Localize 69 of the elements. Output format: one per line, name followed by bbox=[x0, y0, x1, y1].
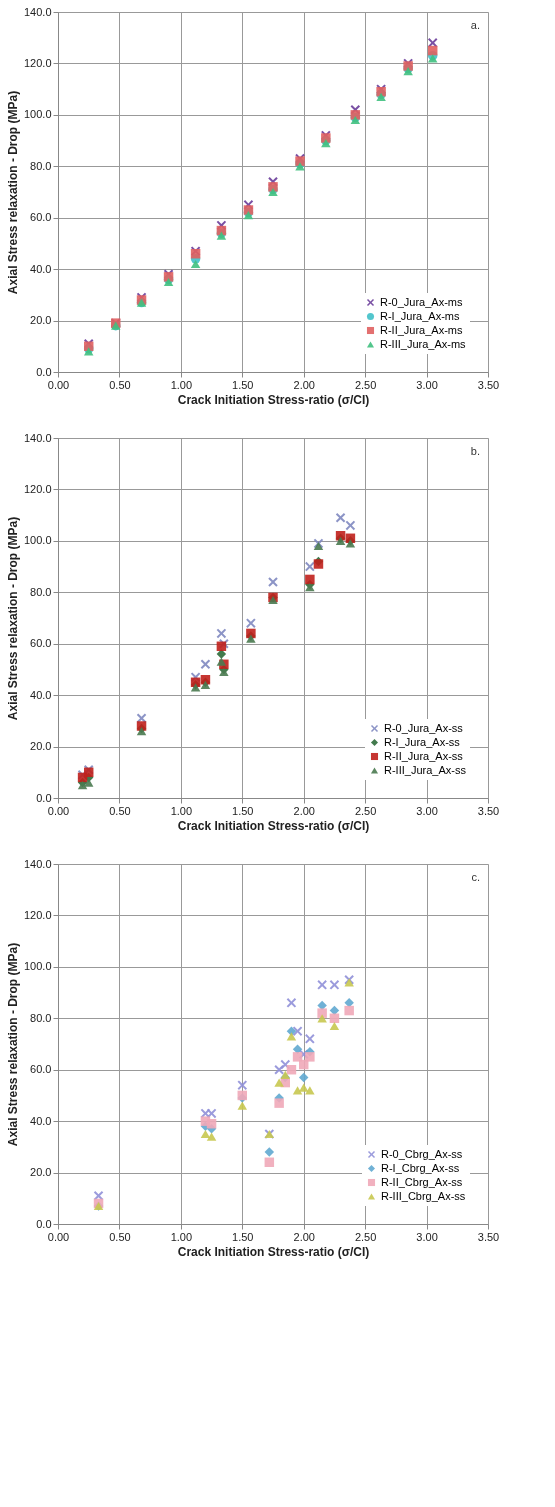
y-tick-label: 140.0 bbox=[23, 5, 52, 18]
x-tick-label: 3.00 bbox=[416, 804, 438, 817]
y-tick-label: 120.0 bbox=[23, 56, 52, 69]
legend-label: R-II_Jura_Ax-ms bbox=[380, 323, 464, 336]
legend-label: R-III_Jura_Ax-ms bbox=[380, 337, 467, 350]
y-tick-label: 60.0 bbox=[30, 211, 52, 224]
x-tick-label: 1.50 bbox=[232, 804, 254, 817]
legend-label: R-II_Jura_Ax-ss bbox=[384, 749, 464, 762]
annotation: b. bbox=[470, 445, 480, 457]
y-tick-label: 120.0 bbox=[23, 482, 52, 495]
x-tick-label: 2.00 bbox=[293, 804, 315, 817]
y-tick-label: 0.0 bbox=[36, 365, 52, 378]
annotation: a. bbox=[470, 19, 480, 31]
x-tick-label: 2.50 bbox=[354, 804, 377, 817]
x-tick-label: 0.00 bbox=[47, 804, 70, 817]
y-tick-label: 100.0 bbox=[23, 108, 52, 121]
x-tick-label: 2.00 bbox=[293, 378, 315, 391]
x-tick-label: 1.00 bbox=[170, 1230, 193, 1243]
y-tick-label: 20.0 bbox=[30, 740, 52, 753]
y-tick-label: 0.0 bbox=[36, 791, 52, 804]
x-tick-label: 3.50 bbox=[477, 804, 500, 817]
x-tick-label: 1.50 bbox=[232, 378, 254, 391]
x-tick-label: 1.00 bbox=[170, 804, 193, 817]
x-axis-title: Crack Initiation Stress-ratio (σ/CI) bbox=[177, 1244, 370, 1259]
annotation: c. bbox=[471, 871, 480, 883]
x-tick-label: 3.00 bbox=[416, 378, 438, 391]
x-tick-label: 0.50 bbox=[109, 378, 131, 391]
x-tick-label: 3.00 bbox=[416, 1230, 438, 1243]
x-tick-label: 0.00 bbox=[47, 378, 70, 391]
y-tick-label: 0.0 bbox=[36, 1217, 52, 1230]
legend-label: R-0_Jura_Ax-ms bbox=[380, 295, 464, 308]
legend-label: R-II_Cbrg_Ax-ss bbox=[381, 1175, 463, 1188]
y-tick-label: 80.0 bbox=[30, 1011, 52, 1024]
y-tick-label: 80.0 bbox=[30, 585, 52, 598]
legend-label: R-I_Cbrg_Ax-ss bbox=[381, 1161, 460, 1174]
y-tick-label: 140.0 bbox=[23, 431, 52, 444]
y-tick-label: 100.0 bbox=[23, 960, 52, 973]
x-tick-label: 3.50 bbox=[477, 378, 500, 391]
y-tick-label: 120.0 bbox=[23, 908, 52, 921]
y-tick-label: 140.0 bbox=[23, 857, 52, 870]
x-tick-label: 2.50 bbox=[354, 378, 377, 391]
x-tick-label: 3.50 bbox=[477, 1230, 500, 1243]
x-tick-label: 2.00 bbox=[293, 1230, 315, 1243]
y-tick-label: 60.0 bbox=[30, 1063, 52, 1076]
legend-label: R-I_Jura_Ax-ss bbox=[384, 735, 461, 748]
legend-label: R-I_Jura_Ax-ms bbox=[380, 309, 460, 322]
x-tick-label: 0.50 bbox=[109, 1230, 131, 1243]
x-axis-title: Crack Initiation Stress-ratio (σ/CI) bbox=[177, 818, 370, 833]
y-tick-label: 40.0 bbox=[30, 1114, 52, 1127]
x-tick-label: 0.00 bbox=[47, 1230, 70, 1243]
y-axis-title: Axial Stress relaxation - Drop (MPa) bbox=[5, 942, 20, 1147]
x-tick-label: 2.50 bbox=[354, 1230, 377, 1243]
y-tick-label: 40.0 bbox=[30, 688, 52, 701]
legend-label: R-III_Cbrg_Ax-ss bbox=[381, 1189, 466, 1202]
legend-label: R-0_Cbrg_Ax-ss bbox=[381, 1147, 463, 1160]
y-tick-label: 40.0 bbox=[30, 262, 52, 275]
x-tick-label: 1.50 bbox=[232, 1230, 254, 1243]
y-tick-label: 100.0 bbox=[23, 534, 52, 547]
y-axis-title: Axial Stress relaxation - Drop (MPa) bbox=[5, 516, 20, 721]
legend-label: R-III_Jura_Ax-ss bbox=[384, 763, 467, 776]
y-tick-label: 20.0 bbox=[30, 314, 52, 327]
y-axis-title: Axial Stress relaxation - Drop (MPa) bbox=[5, 90, 20, 295]
x-axis-title: Crack Initiation Stress-ratio (σ/CI) bbox=[177, 392, 370, 407]
legend-label: R-0_Jura_Ax-ss bbox=[384, 721, 464, 734]
x-tick-label: 0.50 bbox=[109, 804, 131, 817]
y-tick-label: 60.0 bbox=[30, 637, 52, 650]
x-tick-label: 1.00 bbox=[170, 378, 193, 391]
y-tick-label: 20.0 bbox=[30, 1166, 52, 1179]
y-tick-label: 80.0 bbox=[30, 159, 52, 172]
